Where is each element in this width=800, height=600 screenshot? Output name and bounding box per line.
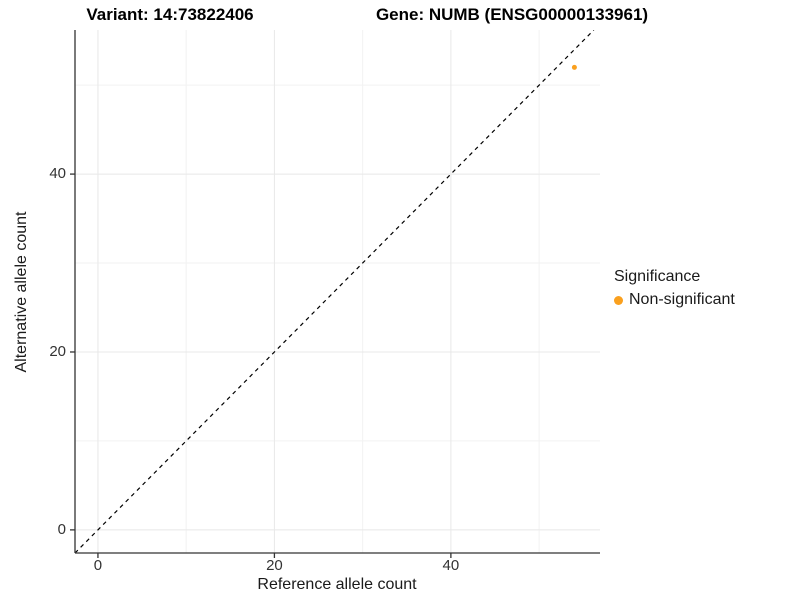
y-tick-label: 40 <box>49 165 66 183</box>
x-tick-label: 20 <box>266 557 283 574</box>
x-tick-label: 0 <box>93 557 103 574</box>
data-point <box>571 64 577 70</box>
legend-item: Non-significant <box>614 291 735 309</box>
legend-title: Significance <box>614 268 701 285</box>
identity-reference-line <box>74 30 595 554</box>
x-tick-label: 40 <box>442 557 460 574</box>
scatter-plot-panel <box>70 30 600 558</box>
gene-title: Gene: NUMB (ENSG00000133961) <box>375 5 649 24</box>
y-tick-label: 0 <box>57 520 66 538</box>
variant-title: Variant: 14:73822406 <box>86 5 254 24</box>
y-tick-label: 20 <box>49 342 66 360</box>
legend-items: Non-significant <box>614 291 735 309</box>
y-axis-title: Alternative allele count <box>13 211 30 373</box>
legend-point-icon <box>614 295 623 305</box>
legend-item-label: Non-significant <box>629 291 735 308</box>
x-axis-title: Reference allele count <box>257 576 417 593</box>
legend: Significance Non-significant <box>614 268 735 309</box>
